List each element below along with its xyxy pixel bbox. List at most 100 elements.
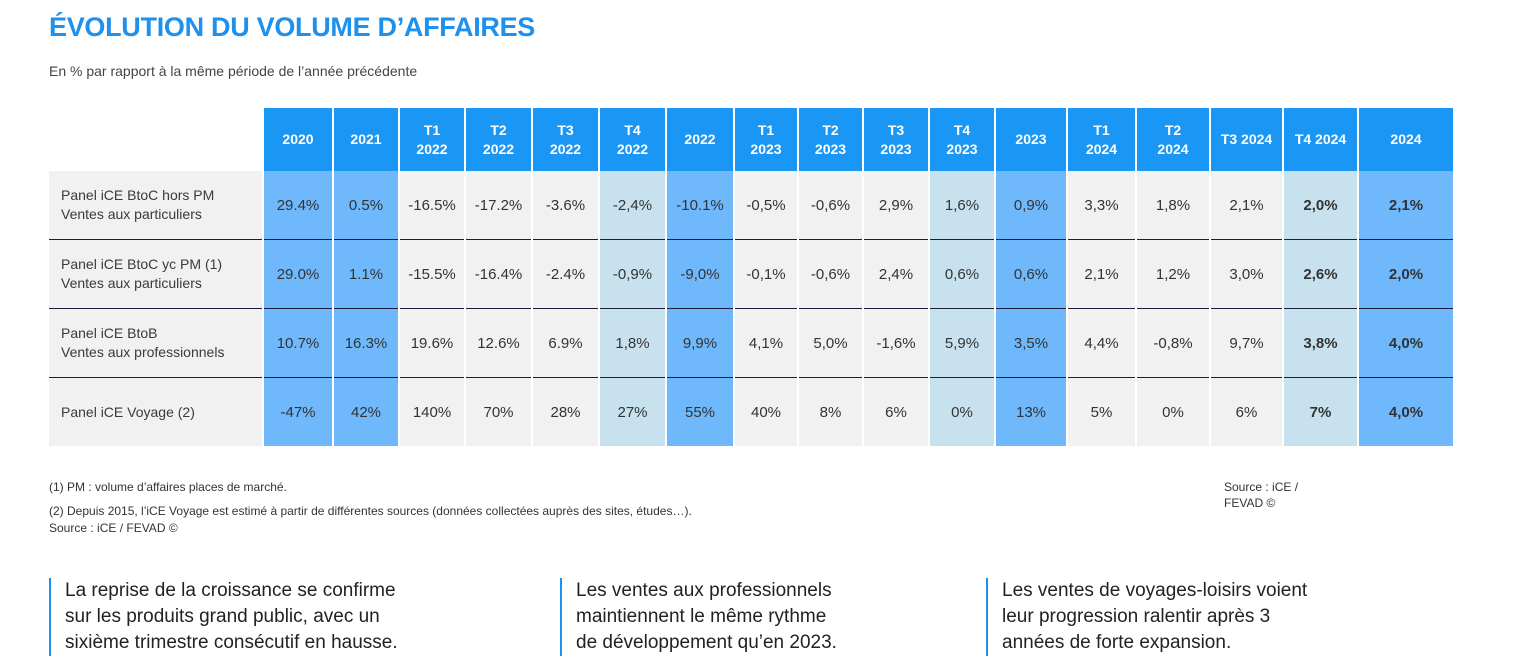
callout-line: Les ventes de voyages-loisirs voient	[1002, 580, 1308, 601]
column-header: T4 2024	[1282, 108, 1358, 171]
table-cell: 1,6%	[928, 171, 995, 240]
table-cell: -17.2%	[464, 171, 532, 240]
table-cell: 3,5%	[994, 308, 1067, 378]
table-cell: 1,2%	[1135, 239, 1210, 309]
column-header: 2021	[332, 108, 399, 171]
table-cell: 0,6%	[928, 239, 995, 309]
table-cell: 2,9%	[862, 171, 929, 240]
column-header-line2: 2022	[616, 140, 649, 157]
table-cell: -2.4%	[531, 239, 599, 309]
source-right: Source : iCE / FEVAD ©	[1224, 479, 1298, 511]
table-cell: 0%	[928, 377, 995, 446]
column-header: T1 2024	[1066, 108, 1136, 171]
row-label: Panel iCE BtoC hors PM Ventes aux particu…	[49, 171, 263, 240]
table-cell: 5%	[1066, 377, 1136, 446]
row-label: Panel iCE Voyage (2)	[49, 377, 263, 446]
table-cell: -0,1%	[733, 239, 798, 309]
column-header: T3 2024	[1209, 108, 1283, 171]
table-cell: 2,1%	[1209, 171, 1283, 240]
column-header-line1: 2020	[282, 131, 314, 147]
table-cell: -47%	[262, 377, 333, 446]
table-cell: 1.1%	[332, 239, 399, 309]
column-header: 2020	[262, 108, 333, 171]
table-row: Panel iCE Voyage (2) -47% 42% 140% 70% 28% 27%…	[49, 377, 1453, 446]
column-header: T3 2022	[531, 108, 599, 171]
table-cell: 1,8%	[1135, 171, 1210, 240]
column-header-line2: 2023	[880, 140, 912, 157]
column-header: T1 2022	[398, 108, 465, 171]
table-cell: 29.4%	[262, 171, 333, 240]
table-cell: -0,5%	[733, 171, 798, 240]
column-header: T2 2024	[1135, 108, 1210, 171]
row-label: Panel iCE BtoB Ventes aux professionnels	[49, 308, 263, 378]
column-header: T1 2023	[733, 108, 798, 171]
table-cell: 13%	[994, 377, 1067, 446]
table-cell: -15.5%	[398, 239, 465, 309]
table-cell: 4,0%	[1357, 377, 1453, 446]
column-header-line1: T1	[423, 121, 441, 138]
column-header-line1: T1	[1093, 121, 1110, 138]
table-cell: 70%	[464, 377, 532, 446]
table-cell: 2,0%	[1282, 171, 1358, 240]
column-header-line1: T1	[757, 121, 775, 138]
callout-voyage: Les ventes de voyages-loisirs voient leu…	[986, 578, 1307, 656]
table-cell: 3,3%	[1066, 171, 1136, 240]
column-header-line2: 2024	[1085, 140, 1118, 157]
table-cell: 3,0%	[1209, 239, 1283, 309]
table-cell: -10.1%	[665, 171, 734, 240]
header-corner	[49, 108, 263, 171]
callout-btoc: La reprise de la croissance se confirme …	[49, 578, 398, 656]
row-label-line1: Panel iCE BtoC hors PM	[61, 187, 215, 203]
row-label-line2: Ventes aux particuliers	[61, 206, 202, 222]
footnote-1: (1) PM : volume d’affaires places de mar…	[49, 480, 287, 494]
column-header-line1: T2	[822, 121, 839, 138]
table-cell: 9,9%	[665, 308, 734, 378]
column-header-line2: 2022	[549, 140, 582, 157]
table-cell: 0,6%	[994, 239, 1067, 309]
callout-line: La reprise de la croissance se confirme	[65, 580, 396, 601]
table-cell: -9,0%	[665, 239, 734, 309]
table-cell: 1,8%	[598, 308, 666, 378]
column-header: 2022	[665, 108, 734, 171]
column-header-line1: T3 2024	[1220, 131, 1273, 147]
volume-table: 2020 2021 T1 2022 T2 2022 T3 2022 T4 2022 2022 T1 20…	[49, 108, 1453, 446]
table-cell: -1,6%	[862, 308, 929, 378]
table-cell: 0,9%	[994, 171, 1067, 240]
table-cell: 6%	[1209, 377, 1283, 446]
page-subtitle: En % par rapport à la même période de l’…	[49, 63, 418, 79]
column-header-line2: 2023	[814, 140, 847, 157]
table-cell: 8%	[797, 377, 863, 446]
column-header: T4 2023	[928, 108, 995, 171]
table-cell: -0,6%	[797, 171, 863, 240]
column-header-line1: 2021	[350, 131, 382, 147]
table-cell: 12.6%	[464, 308, 532, 378]
table-cell: 7%	[1282, 377, 1358, 446]
column-header: 2023	[994, 108, 1067, 171]
row-label-line1: Panel iCE Voyage (2)	[61, 403, 195, 420]
column-header: T3 2023	[862, 108, 929, 171]
table-cell: 4,0%	[1357, 308, 1453, 378]
row-label-line1: Panel iCE BtoB	[61, 325, 158, 341]
column-header-line1: T4	[624, 121, 641, 138]
row-label-line1: Panel iCE BtoC yc PM (1)	[61, 256, 223, 272]
column-header-line1: 2022	[684, 131, 716, 147]
callout-btob: Les ventes aux professionnels maintienne…	[560, 578, 837, 656]
column-header-line1: T3	[887, 121, 905, 138]
callout-line: sixième trimestre consécutif en hausse.	[65, 632, 398, 653]
table-cell: 3,8%	[1282, 308, 1358, 378]
column-header-line2: 2022	[482, 140, 515, 157]
callout-line: maintiennent le même rythme	[576, 606, 827, 627]
table-cell: 4,4%	[1066, 308, 1136, 378]
column-header-line1: T3	[557, 121, 574, 138]
table-cell: -0,8%	[1135, 308, 1210, 378]
table-cell: 2,0%	[1357, 239, 1453, 309]
table-cell: 28%	[531, 377, 599, 446]
table-cell: -0,9%	[598, 239, 666, 309]
page-title: ÉVOLUTION DU VOLUME D’AFFAIRES	[49, 12, 536, 42]
table-cell: 5,0%	[797, 308, 863, 378]
callout-line: leur progression ralentir après 3	[1002, 606, 1271, 627]
table-cell: 2,6%	[1282, 239, 1358, 309]
table-cell: 29.0%	[262, 239, 333, 309]
column-header-line2: 2024	[1157, 140, 1189, 157]
table-cell: 2,4%	[862, 239, 929, 309]
